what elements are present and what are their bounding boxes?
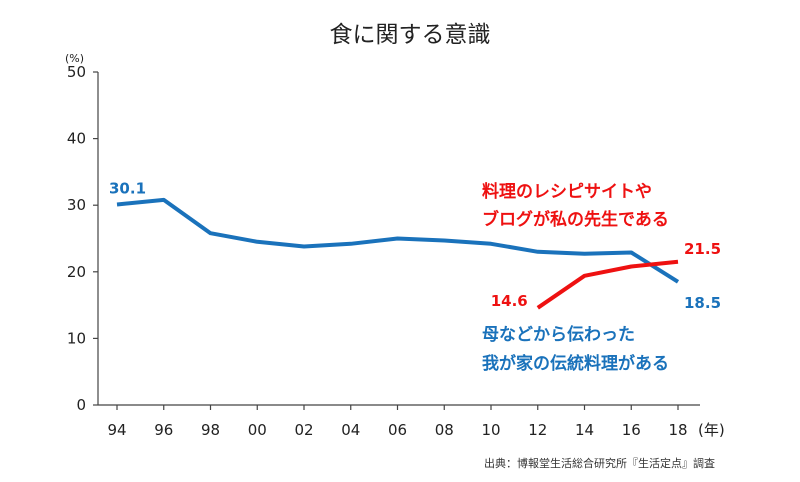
annotation-family-recipes: 母などから伝わった 我が家の伝統料理がある: [482, 324, 669, 374]
x-tick-label: 18: [668, 421, 687, 439]
data-label: 14.6: [491, 292, 528, 310]
x-tick-label: 00: [248, 421, 267, 439]
x-tick-label: 98: [201, 421, 220, 439]
x-tick-label: 16: [622, 421, 641, 439]
x-tick-label: 12: [528, 421, 547, 439]
annotation-line: 料理のレシピサイトや: [482, 181, 652, 202]
data-label: 21.5: [684, 240, 721, 258]
x-tick-label: 96: [154, 421, 173, 439]
data-label: 30.1: [109, 180, 146, 198]
x-axis-unit: (年): [698, 421, 725, 439]
y-tick-label: 0: [76, 396, 86, 414]
annotation-line: 我が家の伝統料理がある: [482, 353, 669, 374]
y-tick-label: 40: [67, 130, 86, 148]
data-labels: 30.1 18.5 14.6 21.5: [109, 180, 721, 312]
x-tick-label: 94: [107, 421, 126, 439]
x-tick-label: 06: [388, 421, 407, 439]
x-axis-ticks: 94 96 98 00 02 04 06 08 10 12 14 16 18: [107, 405, 688, 439]
y-tick-label: 50: [67, 63, 86, 81]
x-tick-label: 14: [575, 421, 594, 439]
y-tick-label: 20: [67, 263, 86, 281]
x-tick-label: 04: [341, 421, 360, 439]
series-lines: [116, 197, 680, 310]
source-note: 出典：博報堂生活総合研究所『生活定点』調査: [484, 456, 715, 470]
x-tick-label: 08: [435, 421, 454, 439]
annotation-line: ブログが私の先生である: [482, 209, 669, 230]
y-tick-label: 30: [67, 196, 86, 214]
chart-title: 食に関する意識: [330, 22, 491, 48]
y-tick-label: 10: [67, 329, 86, 347]
annotation-line: 母などから伝わった: [482, 324, 635, 345]
x-tick-label: 10: [481, 421, 500, 439]
y-axis-ticks: 0 10 20 30 40 50: [67, 63, 98, 414]
series-line-1: [536, 259, 679, 310]
annotation-recipe-sites: 料理のレシピサイトや ブログが私の先生である: [482, 181, 669, 230]
y-axis-unit: (%): [65, 52, 84, 65]
x-tick-label: 02: [294, 421, 313, 439]
data-label: 18.5: [684, 294, 721, 312]
